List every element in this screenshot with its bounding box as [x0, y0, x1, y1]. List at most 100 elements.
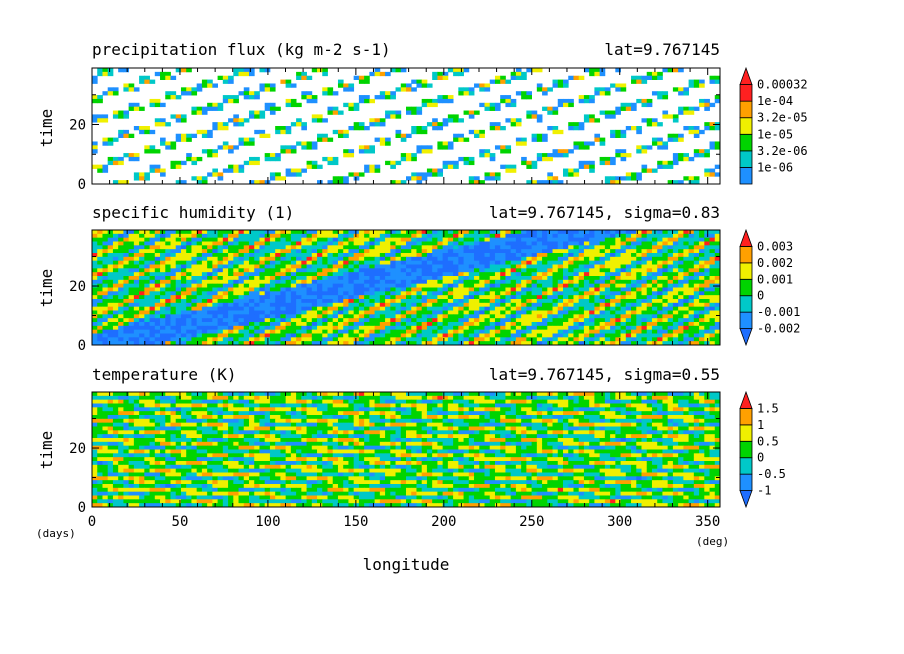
- field-cell: [280, 253, 287, 258]
- field-cell: [180, 230, 187, 235]
- field-cell: [631, 176, 637, 181]
- field-cell: [610, 245, 616, 250]
- field-cell: [249, 302, 255, 308]
- field-cell: [395, 295, 402, 300]
- field-cell: [233, 314, 239, 319]
- field-cell: [186, 137, 192, 142]
- field-cell: [526, 241, 532, 246]
- plot-frame: [91, 229, 721, 346]
- field-cell: [348, 302, 355, 308]
- field-cell: [447, 145, 454, 150]
- field-cell: [390, 337, 396, 342]
- field-cell: [416, 291, 423, 296]
- field-cell: [160, 75, 166, 80]
- field-cell: [458, 253, 464, 258]
- field-cell: [228, 256, 234, 262]
- field-cell: [453, 133, 459, 138]
- field-cell: [97, 253, 103, 258]
- field-cell: [317, 329, 323, 334]
- field-cell: [343, 283, 349, 288]
- field-cell: [322, 71, 328, 77]
- field-cell: [489, 153, 496, 158]
- field-cell: [337, 341, 344, 346]
- field-cell: [301, 233, 307, 239]
- field-cell: [180, 114, 187, 119]
- field-cell: [207, 102, 213, 108]
- field-cell: [589, 114, 595, 119]
- field-cell: [337, 260, 344, 265]
- field-cell: [379, 141, 386, 146]
- field-cell: [290, 253, 297, 258]
- field-cell: [699, 295, 705, 300]
- field-cell: [364, 392, 370, 397]
- field-cell: [269, 260, 276, 265]
- field-cell: [144, 249, 150, 254]
- field-cell: [521, 156, 527, 162]
- field-cell: [149, 237, 156, 242]
- field-cell: [369, 122, 375, 127]
- field-cell: [714, 237, 721, 242]
- field-cell: [249, 291, 255, 296]
- field-cell: [369, 325, 375, 331]
- field-cell: [311, 325, 318, 331]
- field-cell: [144, 310, 150, 315]
- field-cell: [693, 283, 700, 288]
- field-cell: [646, 230, 653, 235]
- field-cell: [112, 260, 119, 265]
- field-cell: [238, 230, 245, 235]
- field-cell: [709, 341, 716, 346]
- field-cell: [426, 241, 433, 246]
- field-cell: [154, 325, 161, 331]
- field-cell: [343, 87, 349, 92]
- field-cell: [238, 237, 245, 242]
- field-cell: [133, 264, 140, 269]
- field-cell: [557, 325, 564, 331]
- field-cell: [583, 306, 590, 311]
- field-cell: [112, 302, 119, 308]
- field-cell: [285, 314, 292, 319]
- field-cell: [442, 318, 449, 323]
- field-cell: [165, 264, 171, 269]
- field-cell: [243, 306, 250, 311]
- field-cell: [217, 264, 224, 269]
- field-cell: [484, 314, 491, 319]
- field-cell: [615, 230, 621, 235]
- field-cell: [510, 276, 517, 281]
- field-cell: [102, 233, 109, 239]
- field-cell: [353, 310, 360, 315]
- field-cell: [327, 233, 334, 239]
- field-cell: [102, 276, 109, 281]
- field-cell: [411, 260, 417, 265]
- field-cell: [667, 160, 674, 166]
- field-cell: [500, 392, 506, 397]
- field-cell: [285, 295, 292, 300]
- field-cell: [112, 329, 119, 334]
- field-cell: [144, 295, 150, 300]
- field-cell: [327, 256, 334, 262]
- field-cell: [317, 333, 323, 338]
- field-cell: [688, 325, 695, 331]
- field-cell: [358, 145, 365, 150]
- field-cell: [699, 310, 705, 315]
- field-cell: [322, 137, 328, 142]
- field-cell: [233, 322, 239, 327]
- field-cell: [631, 276, 637, 281]
- field-cell: [337, 249, 344, 254]
- field-cell: [165, 306, 171, 311]
- field-cell: [447, 341, 454, 346]
- field-cell: [463, 341, 470, 346]
- field-cell: [269, 337, 276, 342]
- field-cell: [615, 302, 621, 308]
- field-cell: [510, 329, 517, 334]
- field-cell: [186, 272, 192, 277]
- field-cell: [102, 68, 109, 73]
- field-cell: [217, 283, 224, 288]
- field-cell: [416, 264, 423, 269]
- field-cell: [97, 260, 103, 265]
- field-cell: [222, 241, 229, 246]
- field-cell: [238, 272, 245, 277]
- field-cell: [112, 276, 119, 281]
- field-cell: [583, 114, 590, 119]
- field-cell: [379, 310, 386, 315]
- field-cell: [243, 329, 250, 334]
